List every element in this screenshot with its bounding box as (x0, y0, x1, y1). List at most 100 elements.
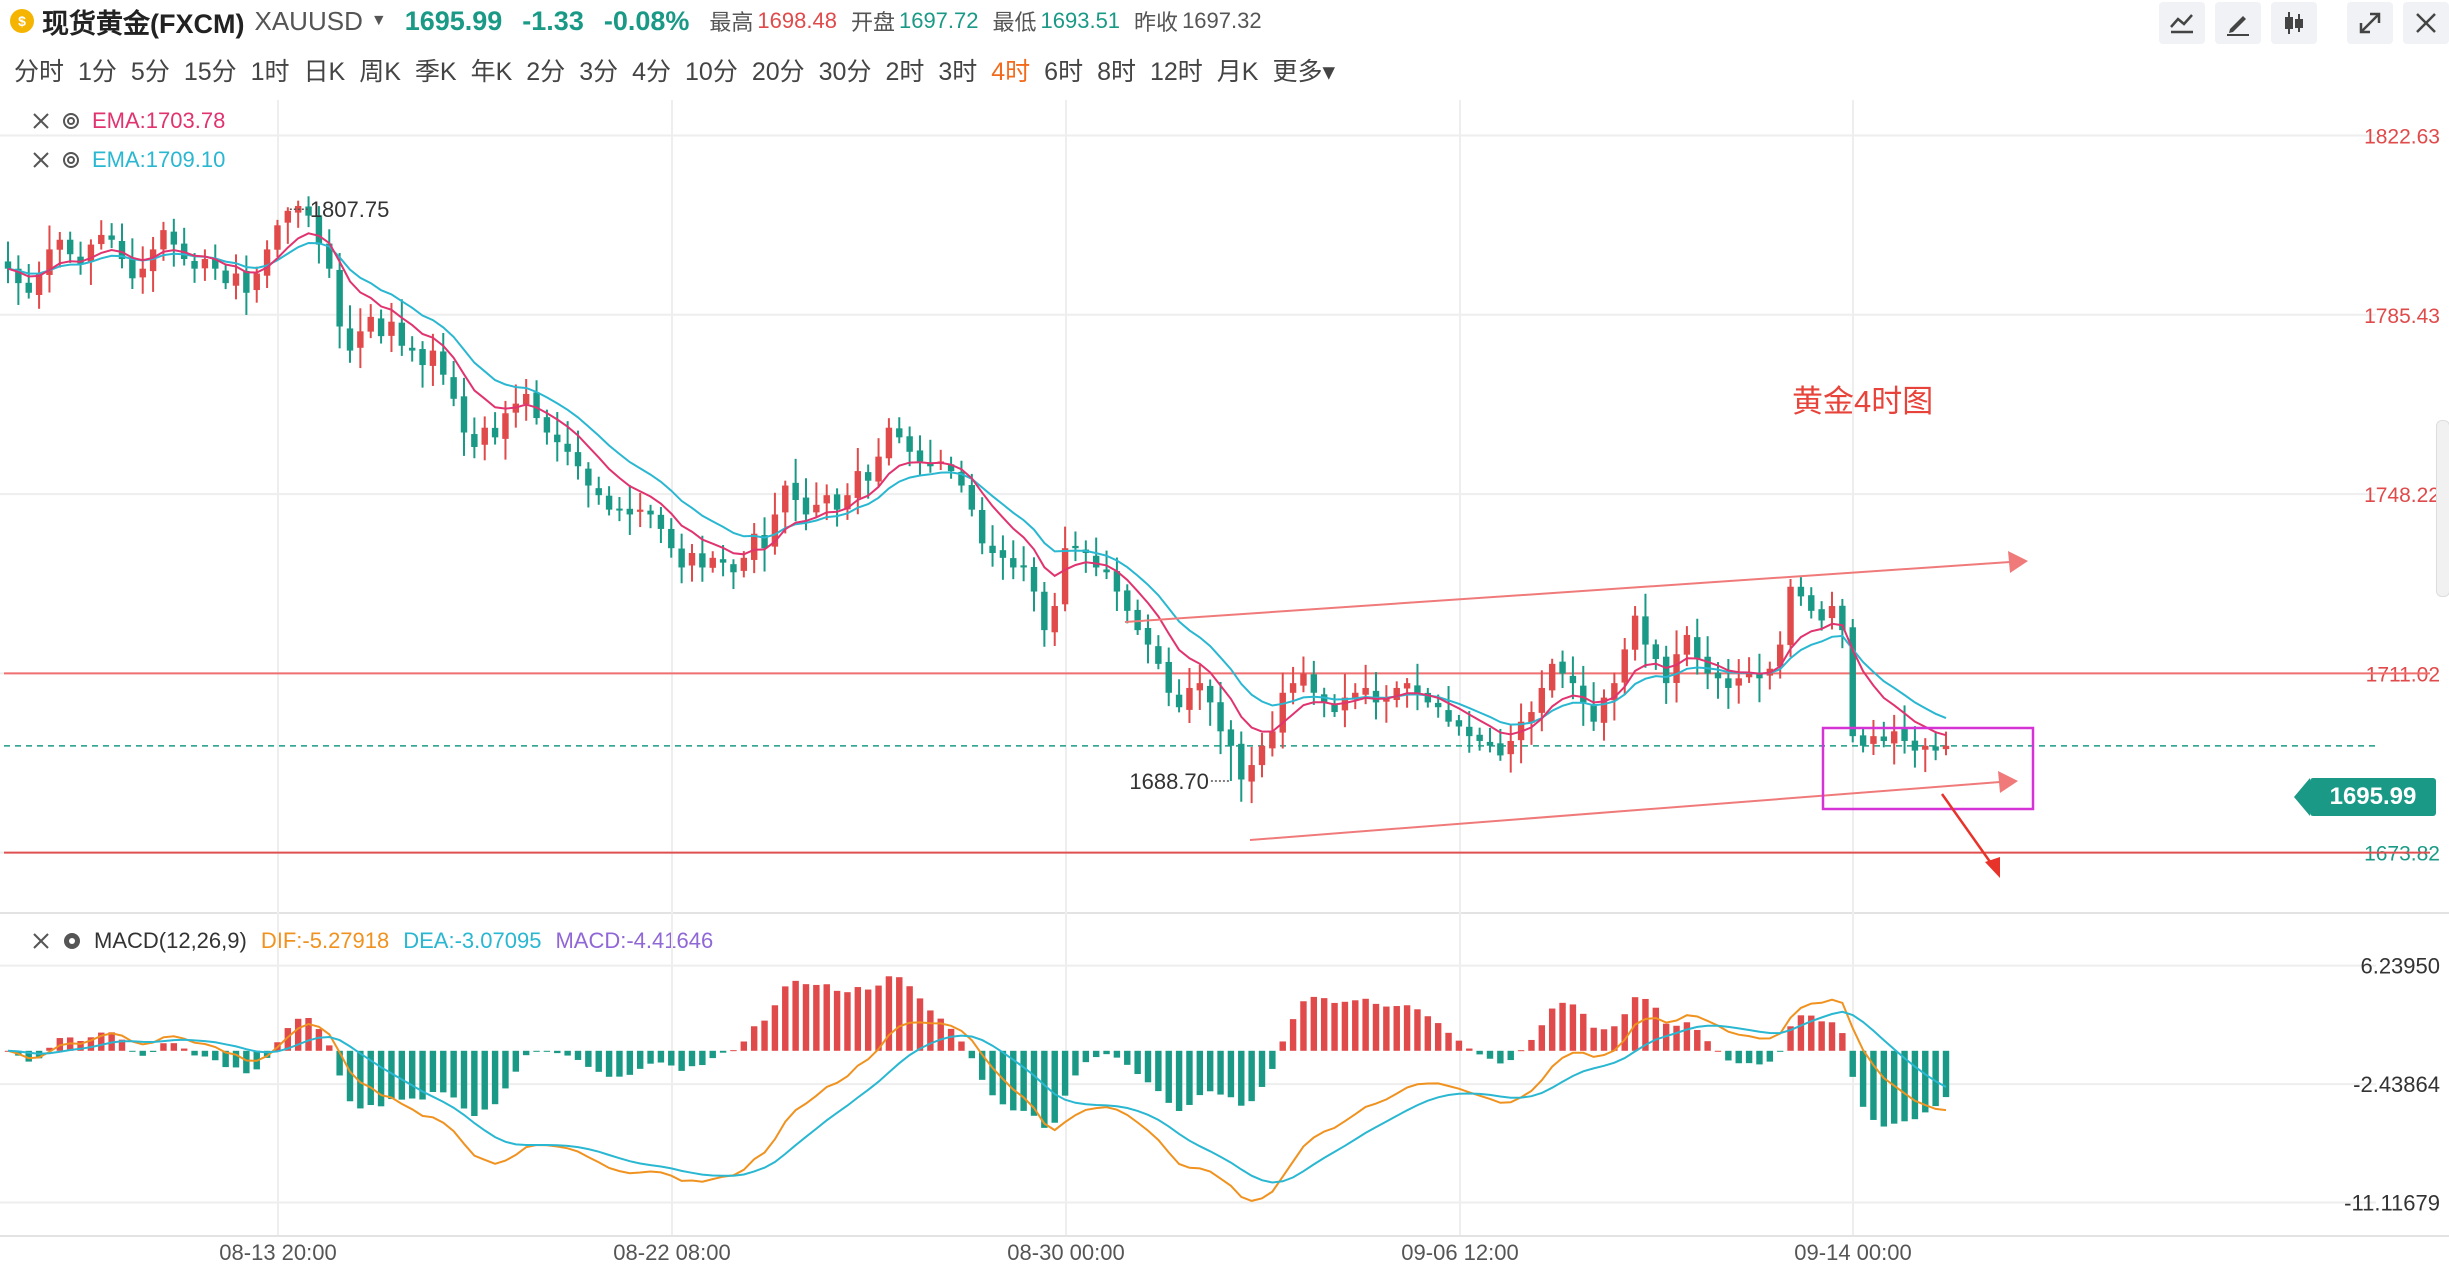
candle (647, 504, 654, 529)
timeframe-分时[interactable]: 分时 (14, 58, 65, 86)
candle-body (1756, 673, 1763, 679)
timeframe-30分[interactable]: 30分 (818, 58, 872, 86)
candle-body (502, 413, 509, 439)
candle-body (688, 553, 696, 566)
candle (440, 333, 447, 385)
candle-body (1175, 694, 1183, 708)
close-button[interactable] (2403, 2, 2449, 44)
macd-bar (1497, 1050, 1504, 1064)
scrollbar[interactable] (2436, 420, 2449, 597)
candle (1548, 658, 1556, 698)
gear-icon[interactable] (60, 110, 82, 132)
draw-button[interactable] (2215, 2, 2261, 44)
indicator-icon (2170, 14, 2193, 34)
timeframe-1分[interactable]: 1分 (78, 58, 117, 86)
candle (927, 439, 934, 473)
macd-bar (1942, 1050, 1950, 1098)
timeframe-20分[interactable]: 20分 (751, 58, 805, 86)
macd-bar (1776, 1050, 1784, 1052)
candle-body (1631, 615, 1639, 650)
candle (699, 535, 706, 582)
macd-bar (1922, 1050, 1929, 1113)
close-icon[interactable] (32, 151, 50, 169)
timeframe-月K[interactable]: 月K (1216, 58, 1259, 86)
macd-bar (1196, 1050, 1204, 1096)
timeframe-5分[interactable]: 5分 (130, 58, 170, 86)
timeframe-3时[interactable]: 3时 (938, 58, 978, 86)
candle-body (388, 321, 395, 336)
macd-bar (1548, 1008, 1556, 1051)
candle (678, 533, 685, 584)
macd-bar (1300, 1001, 1307, 1051)
candle (1756, 653, 1763, 703)
timeframe-周K[interactable]: 周K (359, 58, 401, 86)
dea-value: DEA:-3.07095 (403, 928, 542, 953)
macd-bar (212, 1050, 219, 1061)
candle (1424, 687, 1432, 708)
candle-body (833, 494, 841, 510)
timeframe-1时[interactable]: 1时 (250, 58, 290, 86)
candle (274, 219, 281, 257)
macd-bar (1797, 1015, 1805, 1051)
macd-bar (1932, 1050, 1939, 1107)
gear-icon[interactable] (60, 149, 82, 171)
timeframe-12时[interactable]: 12时 (1149, 58, 1203, 86)
candle (502, 400, 509, 460)
candle-body (1041, 591, 1048, 631)
timeframe-15分[interactable]: 15分 (183, 58, 237, 86)
macd-bar (719, 1050, 727, 1053)
candle (1186, 667, 1193, 723)
candle-body (719, 559, 727, 563)
timeframe-8时[interactable]: 8时 (1097, 58, 1136, 86)
candle-body (927, 462, 934, 467)
candle-body (222, 270, 229, 284)
candle-style-button[interactable] (2271, 2, 2317, 44)
candle-body (543, 417, 551, 433)
candle-body (1383, 697, 1390, 702)
candle-body (574, 452, 582, 467)
candle-body (1849, 627, 1856, 737)
macd-bar (802, 984, 810, 1051)
candle-body (1010, 558, 1017, 568)
candle (740, 551, 748, 578)
macd-bar (1745, 1050, 1753, 1064)
gear-icon[interactable] (60, 929, 84, 953)
fullscreen-button[interactable] (2347, 2, 2393, 44)
indicator-button[interactable] (2159, 2, 2205, 44)
candle-body (1486, 741, 1494, 746)
macd-bar (792, 980, 799, 1051)
candle-body (1870, 736, 1877, 744)
candle-body (305, 206, 312, 216)
macd-bar (1051, 1050, 1058, 1123)
candle-body (1797, 586, 1805, 597)
close-icon[interactable] (32, 932, 50, 950)
candle-body (118, 241, 126, 260)
expand-icon (2359, 12, 2381, 34)
candle-body (429, 350, 437, 366)
timeframe-年K[interactable]: 年K (470, 58, 513, 86)
symbol-code[interactable]: XAUUSD (254, 5, 363, 36)
timeframe-3分[interactable]: 3分 (579, 58, 619, 86)
close-icon[interactable] (32, 112, 50, 130)
timeframe-季K[interactable]: 季K (414, 58, 457, 86)
timeframe-日K[interactable]: 日K (303, 58, 346, 86)
candle (854, 447, 862, 515)
candle-body (1901, 728, 1908, 741)
timeframe-10分[interactable]: 10分 (685, 58, 738, 86)
timeframe-4分[interactable]: 4分 (632, 58, 672, 86)
candle-body (1538, 687, 1546, 713)
macd-bar (999, 1050, 1007, 1105)
candle-body (1455, 720, 1463, 727)
macd-bar (761, 1020, 768, 1051)
timeframe-6时[interactable]: 6时 (1044, 58, 1084, 86)
timeframe-更多[interactable]: 更多▾ (1272, 58, 1336, 86)
close-icon (2416, 13, 2436, 33)
symbol-name[interactable]: 现货黄金(FXCM) (42, 8, 245, 39)
timeframe-2时[interactable]: 2时 (885, 58, 925, 86)
candle-body (1704, 656, 1711, 674)
candle (139, 246, 146, 294)
timeframe-4时[interactable]: 4时 (991, 58, 1031, 86)
timeframe-2分[interactable]: 2分 (526, 58, 566, 86)
chevron-down-icon[interactable]: ▼ (370, 12, 387, 29)
